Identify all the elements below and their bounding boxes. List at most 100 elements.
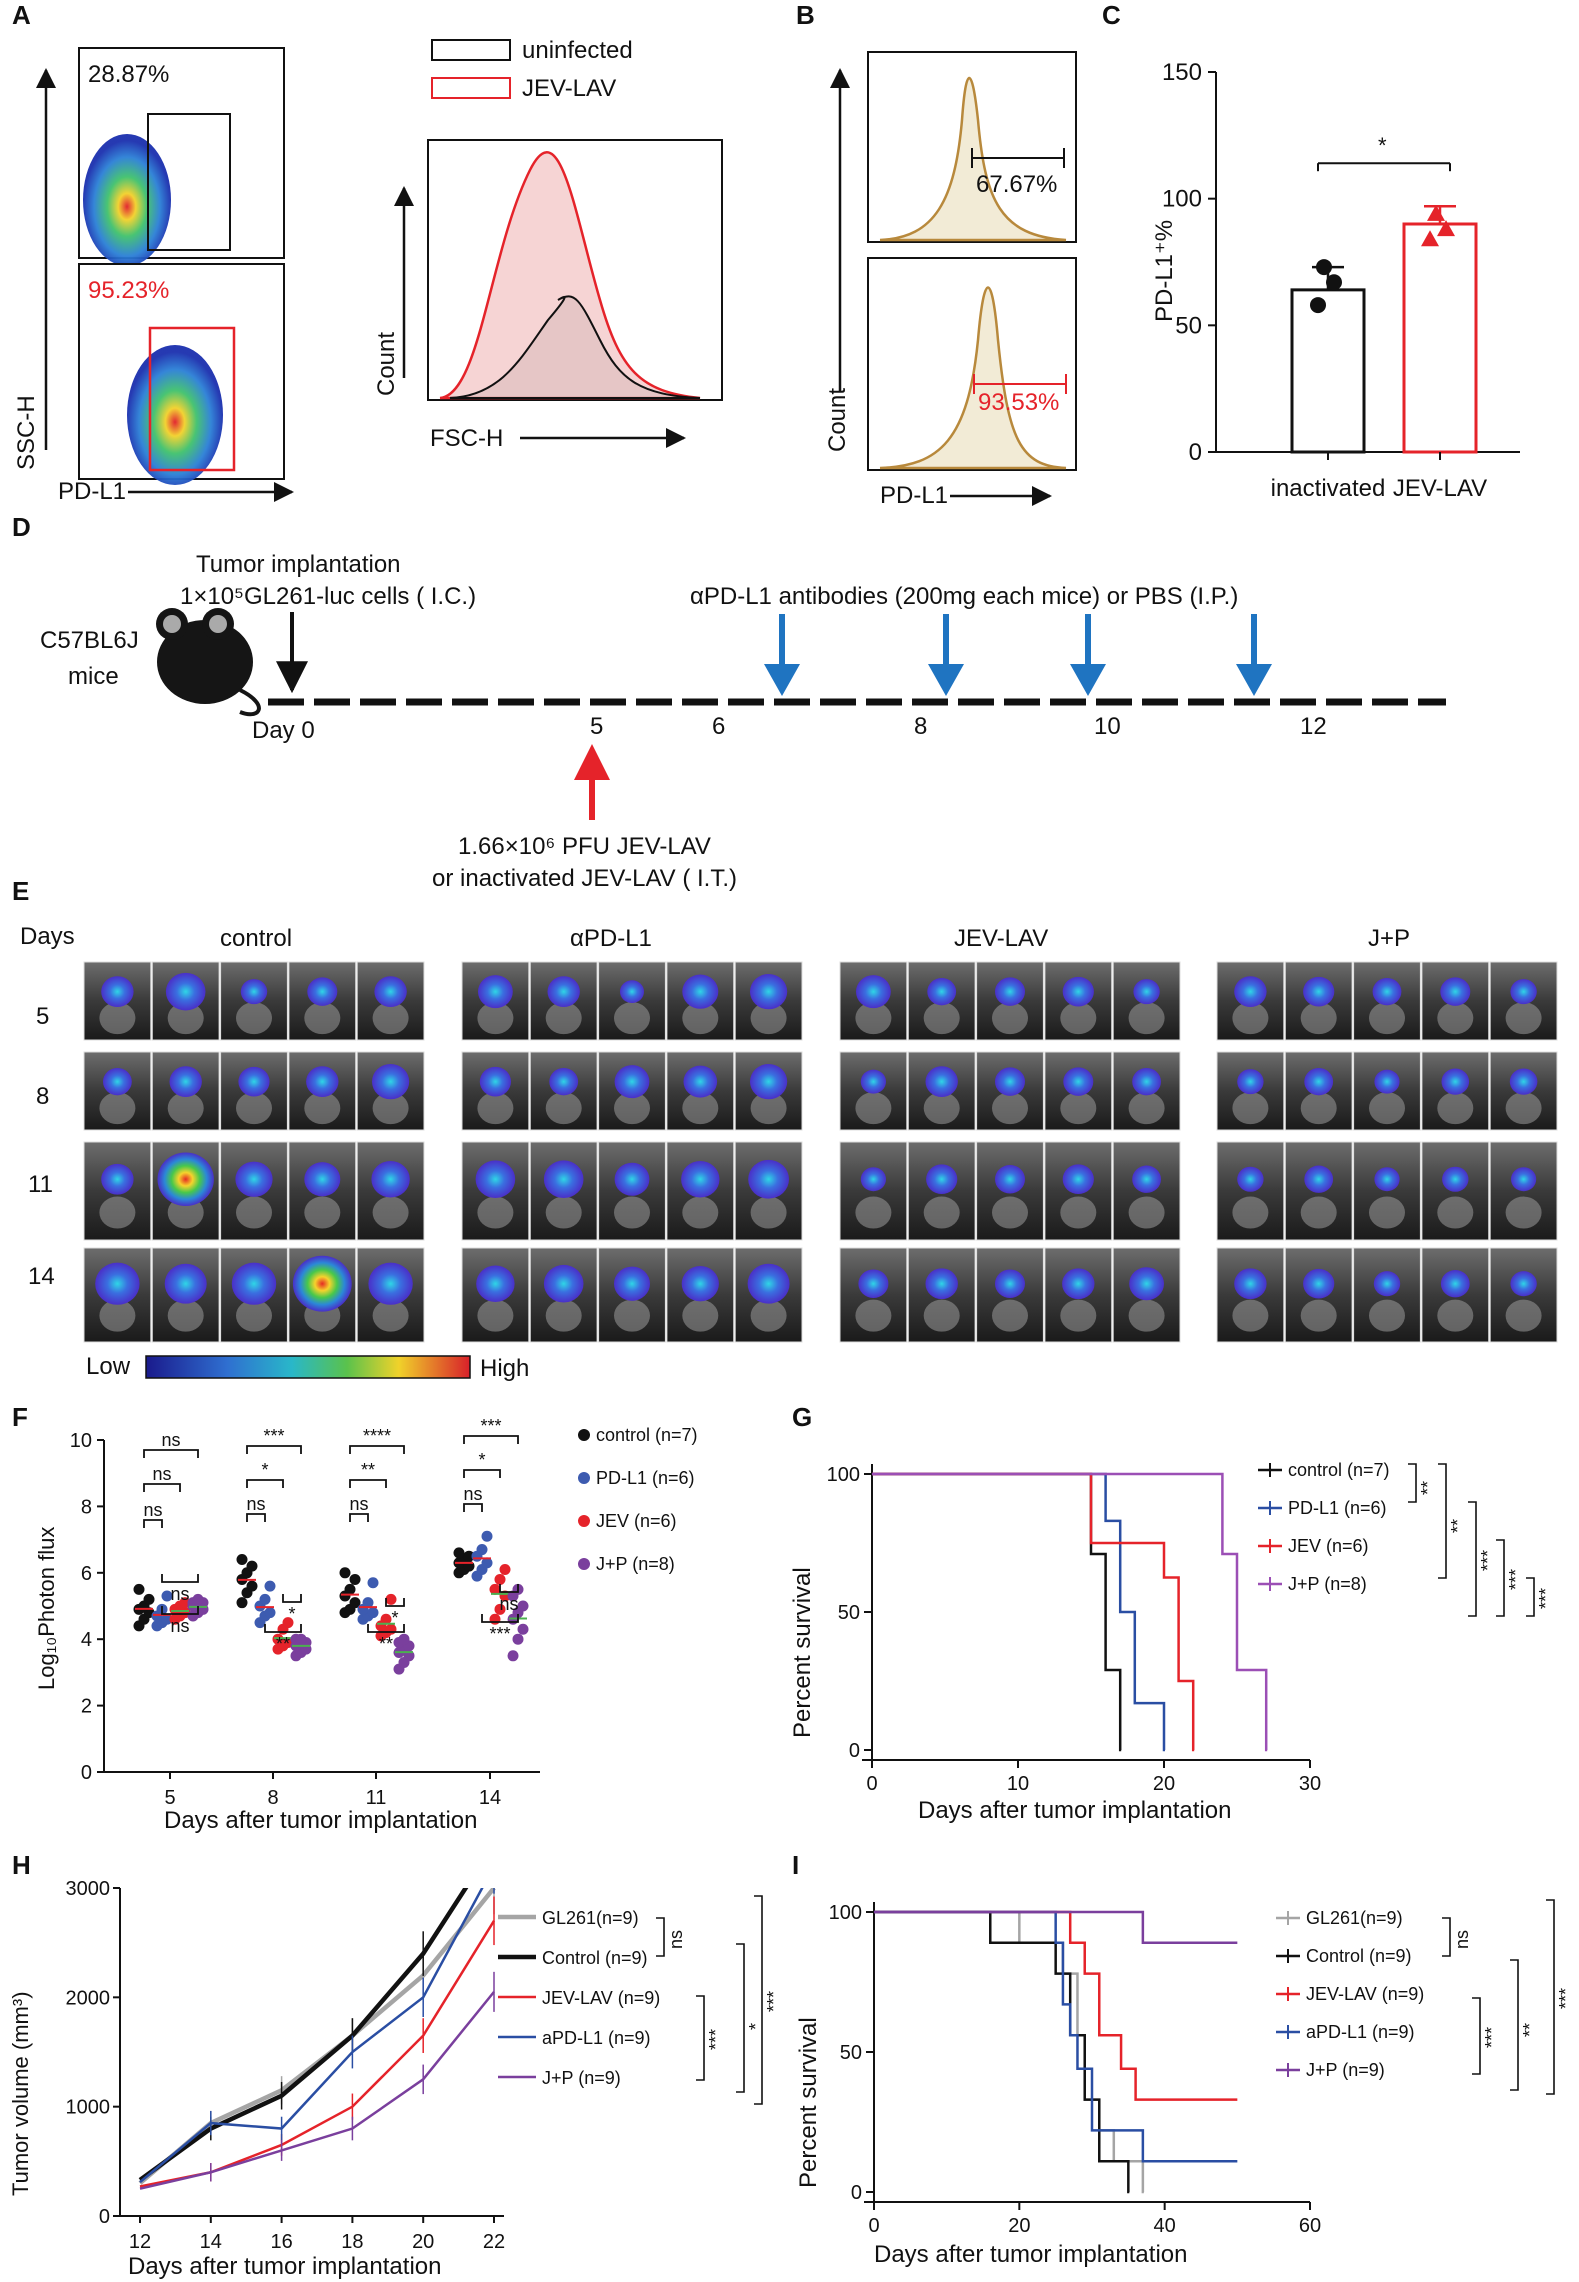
surv-ytick-label: 0: [849, 1740, 860, 1762]
bioluminescence-signal: [925, 1066, 958, 1098]
h-line-JEV-LAV: [139, 1920, 496, 2188]
antibody-label: αPD-L1 antibodies (200mg each mice) or P…: [690, 583, 1238, 610]
f-sig-label: ns: [349, 1494, 368, 1514]
g-sig-bracket: [1408, 1463, 1417, 1503]
g-sig-bracket: [1496, 1539, 1505, 1617]
surv-legend-control: control (n=7): [1288, 1460, 1390, 1480]
mouse-head: [855, 1092, 892, 1125]
bioluminescence-signal: [547, 976, 580, 1008]
day-row-14: 14: [28, 1263, 55, 1290]
gate-top: [147, 113, 231, 251]
gate-bottom-percent: 95.23%: [88, 277, 169, 304]
panel-label-e: E: [12, 876, 29, 906]
mouse-icon: [156, 608, 261, 717]
panel-a: SSC-H PD-L1 28.87% 95.23% uninfected JEV…: [13, 37, 723, 505]
f-ytick-label: 2: [81, 1696, 92, 1718]
mouse-head: [1060, 1092, 1097, 1125]
bioluminescence-signal: [164, 1263, 207, 1304]
bioluminescence-signal: [1440, 1270, 1470, 1298]
mouse-head: [372, 1092, 409, 1125]
mouse-head: [304, 1002, 341, 1035]
bioluminescence-signal: [101, 976, 134, 1008]
bioluminescence-signal: [238, 1066, 270, 1097]
panel-label-a: A: [12, 0, 31, 30]
mouse-head: [477, 1092, 514, 1125]
f-sig-label-low: **: [276, 1634, 290, 1654]
g-sig-label: ***: [1536, 1588, 1556, 1609]
mouse-head: [1128, 1092, 1165, 1125]
f-sig-label: ns: [161, 1430, 180, 1450]
mice-strain-label: C57BL6J: [40, 627, 139, 654]
bioluminescence-signal: [1132, 1067, 1161, 1096]
bioluminescence-signal: [1511, 1167, 1537, 1192]
group-label-control: control: [220, 925, 292, 952]
bioluminescence-signal: [1303, 1268, 1335, 1299]
day-row-8: 8: [36, 1083, 49, 1110]
h-ytick-label: 3000: [66, 1878, 111, 1900]
group-label-jp: J+P: [1368, 925, 1410, 952]
mouse-head: [1128, 1196, 1165, 1229]
day-row-11: 11: [28, 1171, 53, 1198]
bioluminescence-signal: [157, 1152, 214, 1207]
g-sig-label: ***: [1506, 1569, 1526, 1590]
f-point-control: [344, 1583, 356, 1595]
mouse-head: [992, 1002, 1028, 1035]
mouse-head: [1060, 1002, 1097, 1035]
bioluminescence-signal: [995, 1269, 1025, 1298]
f-sig-bracket-low: [385, 1598, 405, 1607]
h-sig-bracket: [736, 1943, 745, 2093]
surv-curve-control: [872, 1472, 1122, 1752]
surv-ytick-label: 50: [840, 2042, 862, 2064]
implant-detail: 1×10⁵GL261-luc cells ( I.C.): [180, 583, 476, 610]
f-sig-label: **: [361, 1460, 375, 1480]
f-point-PD-L1: [259, 1593, 271, 1605]
f-ytick-label: 10: [70, 1430, 92, 1452]
i-sig-bracket: [1472, 1997, 1481, 2075]
bioluminescence-signal: [856, 975, 891, 1009]
h-sig-label: ns: [666, 1930, 686, 1949]
f-legend-J+P: J+P (n=8): [596, 1554, 675, 1574]
legend-swatch-jev: [431, 77, 511, 99]
f-ytick-label: 0: [81, 1762, 92, 1784]
f-point-JEV: [380, 1613, 392, 1625]
mouse-head: [545, 1002, 582, 1035]
f-xtick-label: 14: [479, 1787, 501, 1809]
f-sig-label-low: ns: [170, 1616, 189, 1636]
bioluminescence-signal: [475, 1160, 516, 1199]
jev-dose-line1: 1.66×10⁶ PFU JEV-LAV: [458, 833, 711, 860]
h-ytick-label: 2000: [66, 1987, 111, 2009]
mouse-head: [1437, 1092, 1474, 1125]
jev-dose-line2: or inactivated JEV-LAV ( I.T.): [432, 865, 737, 892]
f-point-control: [349, 1597, 361, 1609]
bioluminescence-signal: [374, 976, 407, 1008]
surv-curve-GL261: [874, 1910, 1145, 2194]
c-xtick-label: inactivated: [1271, 475, 1386, 502]
legend-swatch-uninfected: [431, 39, 511, 61]
bioluminescence-signal: [231, 1262, 277, 1305]
h-xtick-label: 18: [341, 2231, 363, 2253]
mouse-head: [372, 1002, 409, 1035]
bioluminescence-signal: [1441, 1068, 1470, 1095]
mouse-head: [236, 1002, 272, 1035]
bioluminescence-signal: [304, 1162, 341, 1197]
h-legend-JEV-LAV: JEV-LAV (n=9): [542, 1988, 660, 2008]
panel-label-h: H: [12, 1850, 31, 1880]
panel-e: Days control αPD-L1 JEV-LAV J+P 5 8 11 1…: [20, 923, 1558, 1382]
bioluminescence-signal: [995, 1067, 1025, 1096]
mouse-head: [1060, 1196, 1097, 1229]
panel-f-chart: Log₁₀Photon flux Days after tumor implan…: [34, 1416, 698, 1834]
density-cloud-top: [83, 134, 171, 266]
mouse-head: [855, 1299, 892, 1332]
f-xtick-label: 5: [164, 1787, 175, 1809]
mouse-head: [1505, 1002, 1542, 1035]
f-legend-marker: [578, 1558, 590, 1570]
bioluminescence-signal: [681, 1266, 719, 1302]
surv-ytick-label: 0: [851, 2182, 862, 2204]
f-legend-JEV: JEV (n=6): [596, 1511, 677, 1531]
h-sig-label: *: [746, 2023, 766, 2030]
gate-top-percent: 28.87%: [88, 61, 169, 88]
g-sig-bracket: [1468, 1501, 1477, 1617]
mouse-head: [855, 1196, 892, 1229]
mouse-head: [1128, 1002, 1165, 1035]
